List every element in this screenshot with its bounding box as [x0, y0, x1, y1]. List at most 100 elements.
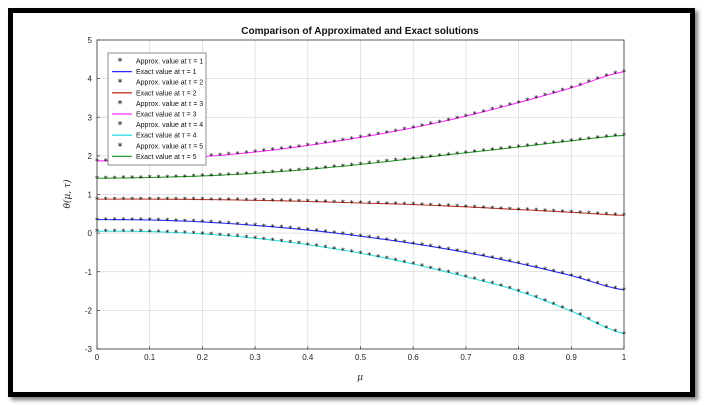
series-marker-8: * — [332, 163, 336, 172]
series-marker-0: * — [499, 256, 503, 265]
series-marker-0: * — [385, 236, 389, 245]
series-line-9 — [96, 134, 625, 179]
series-marker-2: * — [578, 209, 582, 218]
series-marker-2: * — [297, 197, 301, 206]
series-marker-6: * — [350, 248, 354, 257]
series-marker-6: * — [262, 235, 266, 244]
series-marker-6: * — [446, 269, 450, 278]
series-marker-6: * — [359, 249, 363, 258]
series-marker-2: * — [113, 195, 117, 204]
series-marker-0: * — [402, 238, 406, 247]
series-marker-6: * — [227, 232, 231, 241]
series-marker-2: * — [429, 201, 433, 210]
series-marker-4: * — [578, 81, 582, 90]
series-marker-8: * — [411, 155, 415, 164]
series-marker-0: * — [394, 237, 398, 246]
series-marker-2: * — [543, 207, 547, 216]
series-marker-2: * — [192, 196, 196, 205]
series-marker-8: * — [288, 167, 292, 176]
y-tick-label: 4 — [88, 75, 93, 84]
series-marker-4: * — [323, 139, 327, 148]
series-marker-0: * — [420, 241, 424, 250]
series-marker-2: * — [288, 197, 292, 206]
series-marker-2: * — [481, 204, 485, 213]
series-marker-6: * — [490, 280, 494, 289]
series-marker-0: * — [174, 217, 178, 226]
series-marker-4: * — [341, 136, 345, 145]
series-marker-2: * — [464, 203, 468, 212]
series-marker-0: * — [271, 223, 275, 232]
legend-entry: Approx. value at τ = 1 — [136, 59, 203, 66]
series-marker-8: * — [130, 174, 134, 183]
series-marker-6: * — [517, 287, 521, 296]
x-tick-label: 0.5 — [355, 353, 367, 362]
series-marker-0: * — [473, 250, 477, 259]
series-marker-0: * — [613, 285, 617, 294]
series-marker-2: * — [604, 211, 608, 220]
series-marker-8: * — [464, 149, 468, 158]
series-marker-6: * — [429, 264, 433, 273]
series-marker-0: * — [288, 225, 292, 234]
series-marker-4: * — [587, 78, 591, 87]
series-marker-6: * — [236, 233, 240, 242]
series-marker-2: * — [244, 196, 248, 205]
series-marker-6: * — [464, 273, 468, 282]
series-marker-6: * — [543, 297, 547, 306]
series-marker-0: * — [332, 229, 336, 238]
series-marker-2: * — [209, 196, 213, 205]
series-marker-8: * — [315, 165, 319, 174]
series-marker-2: * — [236, 196, 240, 205]
series-marker-6: * — [165, 228, 169, 237]
series-marker-4: * — [315, 140, 319, 149]
series-marker-4: * — [525, 96, 529, 105]
series-marker-0: * — [139, 216, 143, 225]
series-marker-0: * — [236, 220, 240, 229]
series-marker-0: * — [464, 249, 468, 258]
series-marker-8: * — [139, 174, 143, 183]
y-tick-label: -1 — [85, 268, 93, 277]
series-marker-6: * — [367, 251, 371, 260]
series-marker-0: * — [104, 216, 108, 225]
series-marker-8: * — [473, 148, 477, 157]
series-marker-8: * — [385, 158, 389, 167]
series-marker-0: * — [218, 219, 222, 228]
legend-marker: * — [118, 141, 123, 152]
series-marker-8: * — [508, 144, 512, 153]
series-marker-6: * — [455, 271, 459, 280]
series-marker-0: * — [262, 222, 266, 231]
x-tick-label: 0.9 — [566, 353, 578, 362]
series-marker-6: * — [209, 231, 213, 240]
series-marker-6: * — [411, 260, 415, 269]
series-marker-4: * — [438, 118, 442, 127]
series-marker-6: * — [121, 227, 125, 236]
series-marker-2: * — [569, 208, 573, 217]
series-marker-2: * — [411, 201, 415, 210]
legend-marker: * — [118, 99, 123, 110]
series-marker-0: * — [227, 220, 231, 229]
series-marker-2: * — [613, 211, 617, 220]
series-marker-8: * — [271, 168, 275, 177]
series-marker-8: * — [236, 170, 240, 179]
x-tick-label: 0.6 — [408, 353, 420, 362]
legend-entry: Exact value at τ = 5 — [136, 154, 197, 161]
series-marker-6: * — [473, 275, 477, 284]
series-marker-0: * — [244, 221, 248, 230]
y-tick-label: 3 — [88, 113, 93, 122]
series-marker-4: * — [604, 72, 608, 81]
series-marker-0: * — [481, 252, 485, 261]
series-marker-2: * — [174, 195, 178, 204]
series-marker-2: * — [350, 199, 354, 208]
x-tick-label: 0.1 — [144, 353, 156, 362]
series-marker-0: * — [429, 243, 433, 252]
series-marker-0: * — [306, 226, 310, 235]
series-line-7 — [96, 230, 625, 335]
series-marker-8: * — [543, 140, 547, 149]
series-marker-2: * — [262, 197, 266, 206]
series-marker-4: * — [253, 148, 257, 157]
series-marker-2: * — [165, 195, 169, 204]
series-marker-0: * — [130, 216, 134, 225]
series-marker-6: * — [139, 228, 143, 237]
series-marker-8: * — [613, 132, 617, 141]
series-marker-8: * — [446, 151, 450, 160]
series-marker-0: * — [376, 235, 380, 244]
